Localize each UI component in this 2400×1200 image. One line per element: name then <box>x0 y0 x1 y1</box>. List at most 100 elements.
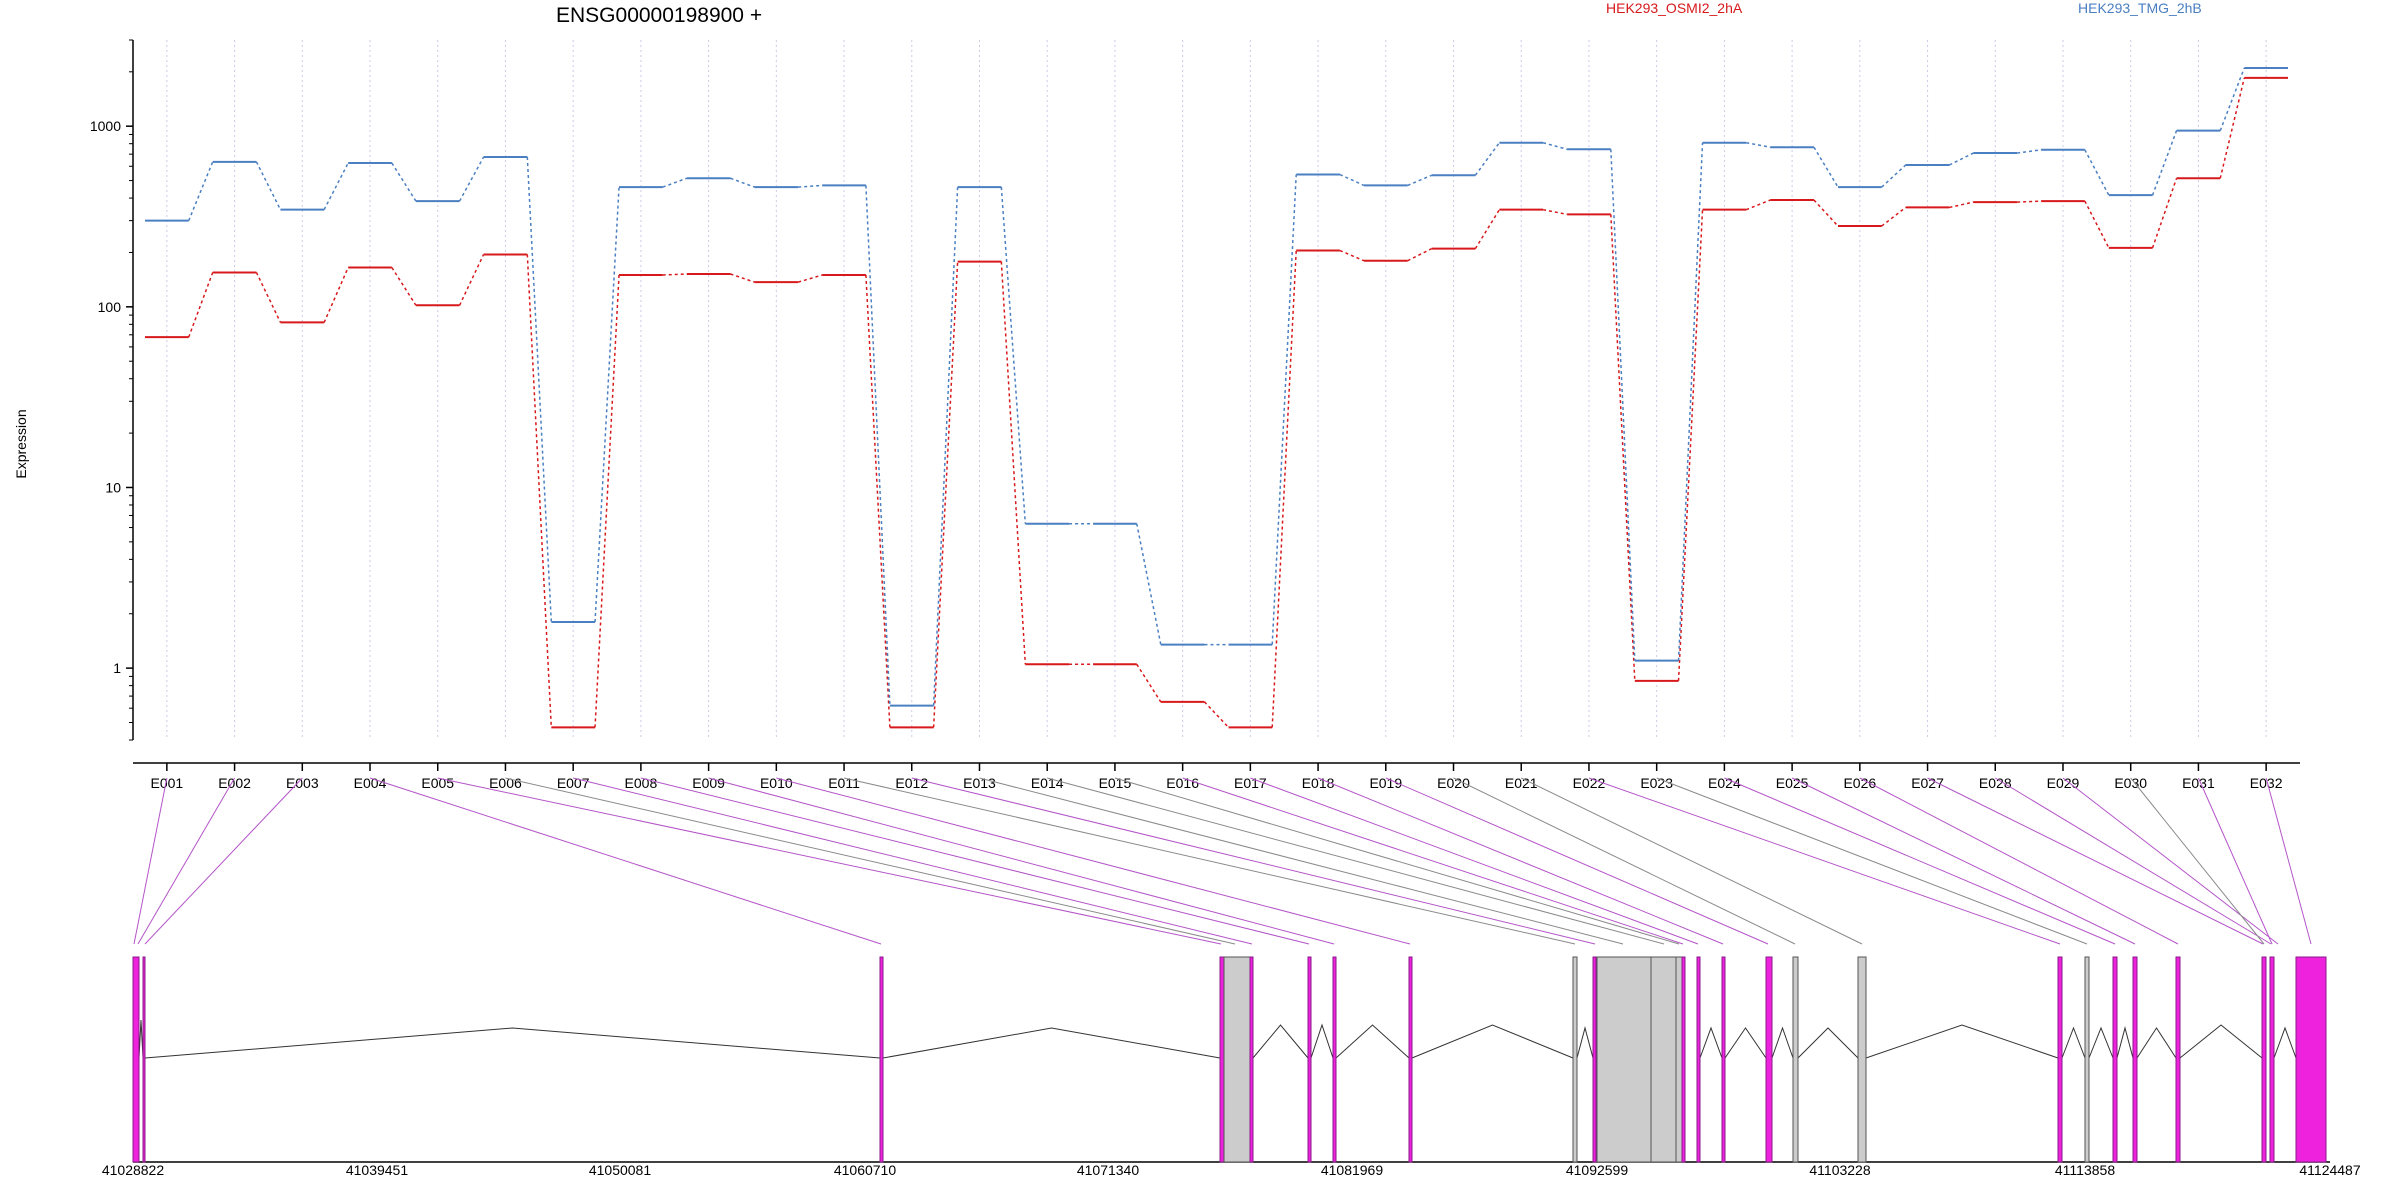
series-connector <box>2151 178 2178 249</box>
exon-connector <box>1588 777 2061 945</box>
intron-line <box>1411 1024 1574 1059</box>
series-connector <box>526 254 553 728</box>
exon-connector <box>144 777 303 945</box>
exon-connector <box>1521 777 1863 945</box>
series-connector <box>2219 77 2246 179</box>
chart-title: ENSG00000198900 + <box>556 4 762 27</box>
gene-model: 41028822 41039451 41050081 41060710 41071340… <box>102 956 2361 1178</box>
intron-line <box>1771 1026 1794 1059</box>
exon-box <box>1857 956 1867 1163</box>
exon-box <box>2261 956 2267 1163</box>
coordinate-tick-label: 41028822 <box>102 1162 165 1178</box>
x-tick-label: E008 <box>625 775 658 791</box>
series-a <box>145 76 2288 729</box>
exon-connector <box>573 777 1253 945</box>
exon-connector <box>369 777 882 945</box>
series-connector <box>1542 208 1568 216</box>
series-connector <box>1610 149 1636 661</box>
series-connector <box>2084 149 2110 196</box>
x-tick-label: E001 <box>151 775 184 791</box>
series-connector <box>2017 200 2042 203</box>
legend-entry-series-a: HEK293_OSMI2_2hA <box>1606 0 1743 16</box>
series-connector <box>1271 250 1297 728</box>
series-connector <box>1271 174 1297 645</box>
intron-line <box>1865 1024 2059 1059</box>
x-tick-label: E023 <box>1640 775 1673 791</box>
coordinate-tick-label: 41060710 <box>834 1162 897 1178</box>
x-tick-label: E025 <box>1776 775 1809 791</box>
exon-box <box>1572 956 1578 1163</box>
x-tick-label: E009 <box>692 775 725 791</box>
series-connector <box>255 161 282 211</box>
x-tick-label: E022 <box>1573 775 1606 791</box>
series-connector <box>1339 249 1365 262</box>
series-connector <box>865 185 891 706</box>
series-connector <box>323 267 349 323</box>
x-tick-label: E002 <box>218 775 251 791</box>
x-tick-label: E029 <box>2047 775 2080 791</box>
coordinate-tick-label: 41092599 <box>1566 1162 1629 1178</box>
series-connector <box>1407 247 1432 262</box>
x-tick-label: E020 <box>1437 775 1470 791</box>
y-tick-label: 1000 <box>90 118 121 134</box>
x-tick-label: E015 <box>1099 775 1132 791</box>
exon-box <box>1721 956 1726 1163</box>
series-connector <box>662 177 688 188</box>
x-tick-label: E021 <box>1505 775 1538 791</box>
exon-connector <box>133 777 168 945</box>
exon-box <box>1765 956 1773 1163</box>
intron-line <box>2061 1026 2086 1059</box>
x-tick-label: E011 <box>828 775 860 791</box>
series-connector <box>2084 200 2110 249</box>
intron-line <box>2136 1027 2177 1059</box>
exon-box <box>1681 956 1686 1163</box>
series-connector <box>1407 174 1432 187</box>
intron-line <box>1310 1023 1334 1059</box>
exon-connector <box>1182 777 1684 945</box>
exon-connector <box>911 777 1596 945</box>
series-connector <box>1881 164 1907 188</box>
intron-line <box>1699 1026 1723 1059</box>
y-tick-label: 1 <box>113 660 121 676</box>
exon-box <box>1249 956 1254 1163</box>
series-b <box>145 66 2288 707</box>
exon-connector <box>1114 777 1680 945</box>
x-tick-label: E007 <box>557 775 590 791</box>
intron-line <box>1576 1026 1594 1059</box>
series-connector <box>2219 67 2245 131</box>
series-connector <box>2017 149 2042 154</box>
series-connector <box>255 272 282 323</box>
series-connector <box>1339 173 1365 187</box>
intron-line <box>1252 1024 1309 1059</box>
series-connector <box>188 161 214 221</box>
exon-box <box>2112 956 2118 1163</box>
exon-box <box>2084 956 2090 1163</box>
series-lines <box>145 66 2288 729</box>
exon-box <box>1650 956 1677 1163</box>
y-tick-label: 100 <box>98 299 122 315</box>
exon-connector <box>1995 777 2272 945</box>
series-connector <box>932 187 959 706</box>
coordinate-tick-label: 41050081 <box>589 1162 652 1178</box>
intron-line <box>2179 1024 2263 1059</box>
series-connector <box>1881 206 1907 227</box>
series-connector <box>1813 199 1839 227</box>
x-tick-label: E006 <box>489 775 522 791</box>
x-tick-label: E016 <box>1166 775 1199 791</box>
x-tick-label: E010 <box>760 775 793 791</box>
series-connector <box>526 156 553 623</box>
series-connector <box>594 274 620 728</box>
y-axis-label: Expression <box>13 409 29 478</box>
intron-line <box>138 1019 144 1059</box>
exon-box <box>1696 956 1701 1163</box>
series-connector <box>1203 701 1230 728</box>
exon-box <box>1219 956 1225 1163</box>
series-connector <box>1000 187 1027 524</box>
x-tick-label: E027 <box>1911 775 1944 791</box>
exon-connector <box>1047 777 1665 945</box>
series-connector <box>391 267 417 306</box>
series-connector <box>2151 130 2178 196</box>
exon-connector <box>708 777 1335 945</box>
exon-box <box>2295 956 2327 1163</box>
series-connector <box>323 162 349 211</box>
